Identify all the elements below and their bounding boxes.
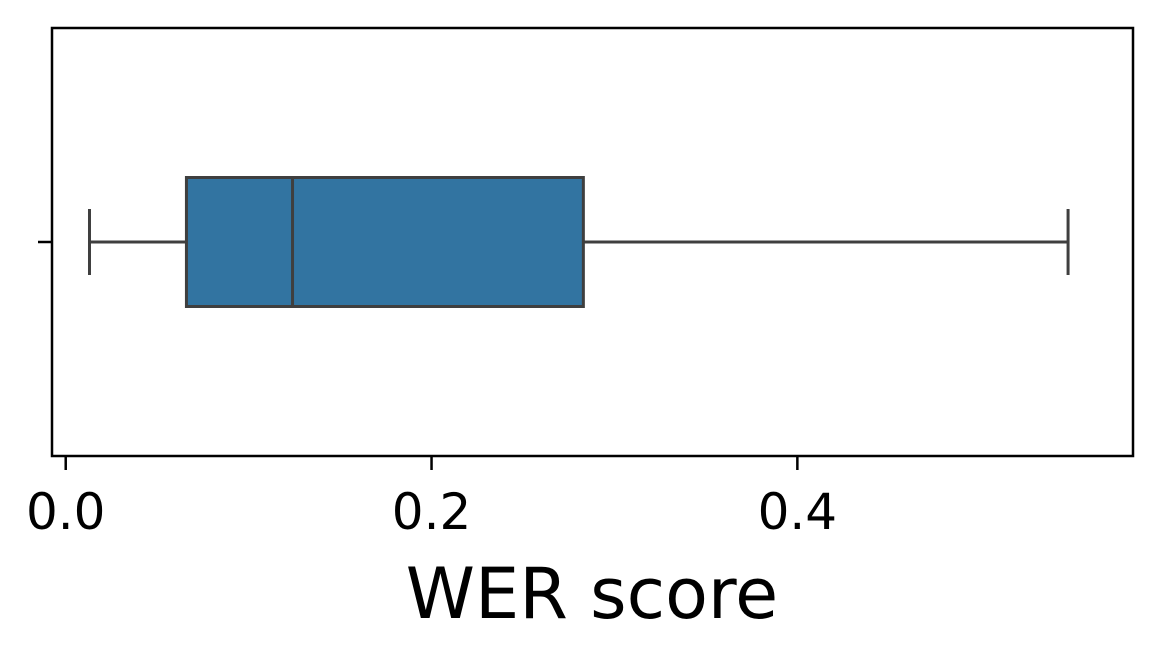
x-axis-label: WER score — [406, 553, 778, 635]
x-tick-label: 0.0 — [26, 483, 106, 541]
iqr-box — [184, 176, 585, 308]
x-tick-label: 0.4 — [758, 483, 838, 541]
plot-area — [87, 176, 1070, 308]
x-tick-label: 0.2 — [392, 483, 472, 541]
x-axis: 0.0 0.2 0.4 — [26, 26, 1135, 541]
